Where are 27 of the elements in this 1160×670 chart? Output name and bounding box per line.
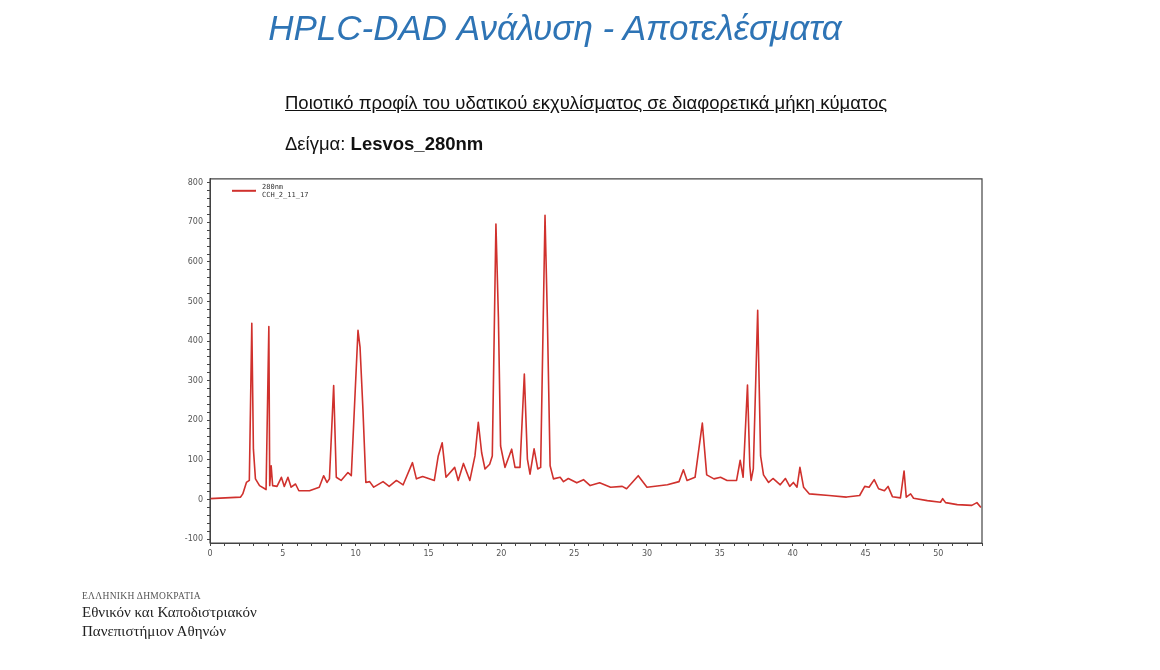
x-tick-label: 50 <box>933 548 944 558</box>
x-tick-label: 30 <box>641 548 653 558</box>
y-tick-label: -100 <box>184 534 203 544</box>
y-tick-label: 600 <box>187 257 203 267</box>
chart-title: HPLC-DAD Ανάλυση - Αποτελέσματα <box>267 8 844 48</box>
x-tick-label: 45 <box>860 548 871 558</box>
chart-subtitle: Ποιοτικό προφίλ του υδατικού εκχυλίσματος σε διαφορετικά μήκη κύματος <box>285 92 888 114</box>
x-tick-label: 35 <box>714 548 725 558</box>
x-tick-label: 0 <box>207 548 213 558</box>
x-tick-label: 15 <box>423 548 434 558</box>
y-tick-label: 200 <box>187 415 203 425</box>
x-tick-label: 20 <box>496 548 507 558</box>
x-tick-label: 40 <box>787 548 798 558</box>
y-tick-label: 300 <box>187 375 203 385</box>
x-tick-label: 5 <box>280 548 286 558</box>
y-tick-label: 700 <box>187 217 203 227</box>
y-tick-label: 500 <box>187 296 203 306</box>
y-tick-label: 800 <box>187 177 203 187</box>
text: ΕΛΛΗΝΙΚΗ ΔΗΜΟΚΡΑΤΙΑ <box>82 590 202 603</box>
x-tick-label: 25 <box>569 548 580 558</box>
y-tick-label: 0 <box>197 494 203 504</box>
text: Δείγμα: Lesvos_280nm <box>285 133 484 154</box>
y-tick-label: 400 <box>187 336 203 346</box>
text: Εθνικόν και Καποδιστριακόν <box>82 603 257 622</box>
text: Πανεπιστήμιον Αθηνών <box>82 622 227 641</box>
x-tick-label: 10 <box>350 548 361 558</box>
y-tick-label: 100 <box>187 454 203 464</box>
